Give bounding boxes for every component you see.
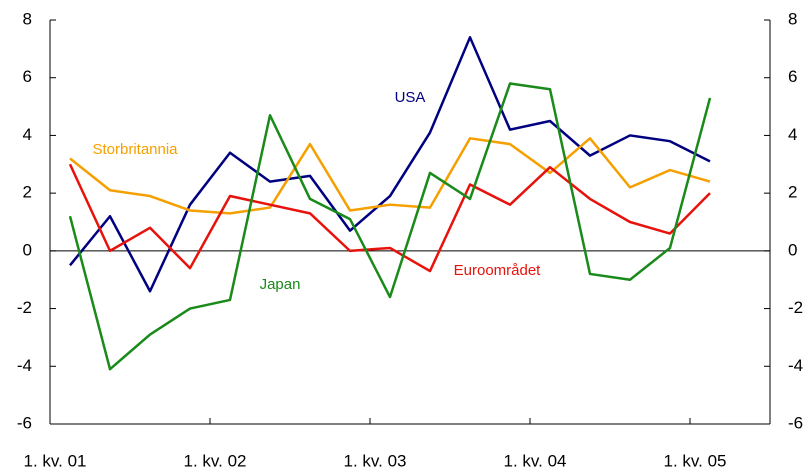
series-line: [68, 82, 712, 371]
x-tick-label: 1. kv. 05: [664, 451, 727, 470]
y2-tick-label: 4: [788, 125, 797, 144]
series-label: USA: [395, 89, 426, 106]
series-label: Euroområdet: [454, 262, 542, 279]
y2-tick-label: 2: [788, 183, 797, 202]
y2-tick-label: -4: [788, 356, 803, 375]
series-line: [68, 163, 711, 273]
y2-tick-label: 6: [788, 67, 797, 86]
y-tick-label: 8: [23, 9, 32, 28]
x-tick-label: 1. kv. 01: [24, 451, 87, 470]
y-tick-label: -6: [17, 413, 32, 432]
series-line: [69, 137, 711, 215]
series-line: [69, 36, 711, 293]
x-tick-label: 1. kv. 04: [504, 451, 567, 470]
y2-tick-label: -6: [788, 413, 803, 432]
y-tick-label: -2: [17, 298, 32, 317]
series-label: Japan: [260, 276, 301, 293]
y-tick-label: 0: [23, 240, 32, 259]
y2-tick-label: 0: [788, 240, 797, 259]
y-tick-label: 2: [23, 183, 32, 202]
x-tick-label: 1. kv. 02: [184, 451, 247, 470]
series-label: Storbritannia: [92, 141, 178, 158]
y2-tick-label: -2: [788, 298, 803, 317]
y-tick-label: 4: [23, 125, 32, 144]
x-tick-label: 1. kv. 03: [344, 451, 407, 470]
y-tick-label: 6: [23, 67, 32, 86]
y2-tick-label: 8: [788, 9, 797, 28]
y-tick-label: -4: [17, 356, 32, 375]
